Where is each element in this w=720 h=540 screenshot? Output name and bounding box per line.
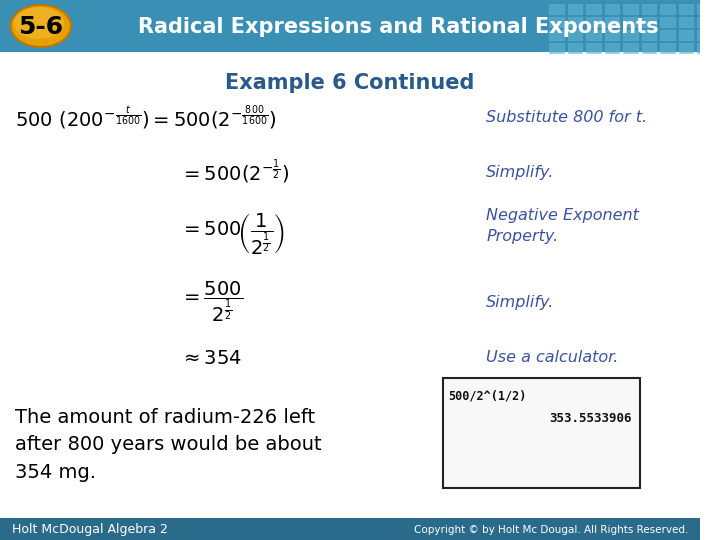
Bar xyxy=(586,4,600,14)
Text: $\approx 354$: $\approx 354$ xyxy=(180,348,242,368)
Bar xyxy=(678,30,693,40)
Bar xyxy=(568,17,582,27)
Text: Simplify.: Simplify. xyxy=(486,165,554,179)
Bar xyxy=(697,43,711,53)
Bar xyxy=(568,43,582,53)
Text: $= \dfrac{500}{2^{\frac{1}{2}}}$: $= \dfrac{500}{2^{\frac{1}{2}}}$ xyxy=(180,280,243,324)
Text: 5-6: 5-6 xyxy=(18,15,63,39)
Text: $500\ (200^{-\frac{t}{1600}}) = 500(2^{-\frac{800}{1600}})$: $500\ (200^{-\frac{t}{1600}}) = 500(2^{-… xyxy=(14,104,276,132)
Text: Use a calculator.: Use a calculator. xyxy=(486,350,618,366)
Bar xyxy=(623,30,638,40)
Bar xyxy=(0,518,700,540)
Bar xyxy=(697,30,711,40)
Text: $= 500\!\left(\dfrac{1}{2^{\frac{1}{2}}}\right)$: $= 500\!\left(\dfrac{1}{2^{\frac{1}{2}}}… xyxy=(180,212,285,256)
Text: Copyright © by Holt Mc Dougal. All Rights Reserved.: Copyright © by Holt Mc Dougal. All Right… xyxy=(414,525,688,535)
Text: Holt McDougal Algebra 2: Holt McDougal Algebra 2 xyxy=(12,523,168,537)
Bar xyxy=(586,17,600,27)
Text: Simplify.: Simplify. xyxy=(486,294,554,309)
Bar xyxy=(660,30,675,40)
Bar xyxy=(678,17,693,27)
Bar xyxy=(568,30,582,40)
Bar xyxy=(605,17,619,27)
Bar xyxy=(642,30,656,40)
Bar xyxy=(660,4,675,14)
Bar xyxy=(605,30,619,40)
Bar xyxy=(0,0,700,52)
Ellipse shape xyxy=(14,7,64,39)
Text: The amount of radium-226 left
after 800 years would be about
354 mg.: The amount of radium-226 left after 800 … xyxy=(14,408,321,482)
Bar xyxy=(549,30,564,40)
Bar xyxy=(660,17,675,27)
Bar xyxy=(444,378,639,488)
Bar xyxy=(549,43,564,53)
Bar xyxy=(697,4,711,14)
Bar xyxy=(660,43,675,53)
Text: Example 6 Continued: Example 6 Continued xyxy=(225,73,474,93)
Text: Radical Expressions and Rational Exponents: Radical Expressions and Rational Exponen… xyxy=(138,17,659,37)
Bar xyxy=(549,4,564,14)
Ellipse shape xyxy=(11,5,71,47)
Bar xyxy=(642,43,656,53)
Text: Negative Exponent
Property.: Negative Exponent Property. xyxy=(486,208,639,244)
Bar xyxy=(605,43,619,53)
Bar xyxy=(642,17,656,27)
Bar xyxy=(697,17,711,27)
Text: 353.5533906: 353.5533906 xyxy=(549,411,632,424)
Bar xyxy=(642,4,656,14)
Bar xyxy=(623,17,638,27)
Bar xyxy=(678,43,693,53)
Bar xyxy=(568,4,582,14)
Bar xyxy=(605,4,619,14)
Bar xyxy=(586,43,600,53)
Bar xyxy=(549,17,564,27)
Bar xyxy=(623,4,638,14)
Text: 500/2^(1/2): 500/2^(1/2) xyxy=(448,389,526,402)
Bar xyxy=(586,30,600,40)
Text: Substitute 800 for t.: Substitute 800 for t. xyxy=(486,111,647,125)
Bar xyxy=(678,4,693,14)
Text: $= 500(2^{-\frac{1}{2}})$: $= 500(2^{-\frac{1}{2}})$ xyxy=(180,158,289,186)
Bar xyxy=(623,43,638,53)
